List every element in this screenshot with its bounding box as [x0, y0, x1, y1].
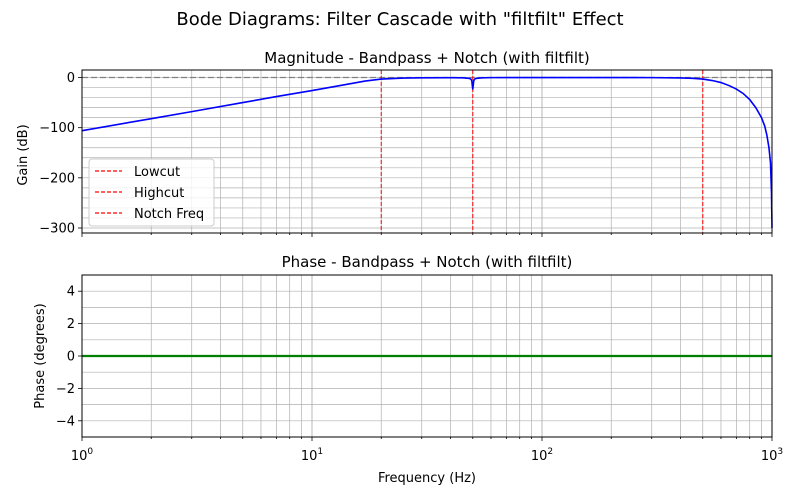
phase-x-ticks: 100 101 102 103	[71, 437, 783, 464]
magnitude-legend: Lowcut Highcut Notch Freq	[88, 158, 215, 227]
phase-panel: Phase - Bandpass + Notch (with filtfilt)…	[33, 253, 783, 486]
x-tick-label: 102	[531, 447, 553, 464]
legend-box	[88, 158, 215, 227]
y-tick-label: −4	[56, 414, 75, 429]
figure-title: Bode Diagrams: Filter Cascade with "filt…	[176, 9, 623, 30]
magnitude-y-ticks: 0 −100 −200 −300	[39, 71, 82, 236]
phase-y-ticks: 4 2 0 −2 −4	[56, 285, 82, 429]
y-tick-label: −100	[39, 121, 75, 136]
phase-xlabel: Frequency (Hz)	[378, 471, 476, 486]
x-tick-label: 100	[71, 447, 94, 464]
legend-label-notch: Notch Freq	[134, 207, 204, 222]
magnitude-axes-frame	[81, 69, 773, 234]
legend-label-lowcut: Lowcut	[134, 165, 180, 180]
phase-axes-frame	[81, 274, 773, 438]
y-tick-label: −300	[39, 221, 75, 236]
magnitude-panel: Magnitude - Bandpass + Notch (with filtf…	[16, 49, 773, 237]
y-tick-label: 0	[67, 350, 75, 365]
magnitude-ylabel: Gain (dB)	[16, 124, 31, 185]
phase-title: Phase - Bandpass + Notch (with filtfilt)	[282, 253, 573, 271]
x-tick-label: 101	[301, 447, 323, 464]
y-tick-label: 0	[67, 71, 75, 86]
magnitude-title: Magnitude - Bandpass + Notch (with filtf…	[264, 49, 589, 67]
phase-ylabel: Phase (degrees)	[33, 303, 48, 408]
magnitude-curve	[81, 76, 773, 228]
y-tick-label: −200	[39, 171, 75, 186]
y-tick-label: 4	[67, 285, 75, 300]
y-tick-label: 2	[67, 317, 75, 332]
magnitude-plot-area	[81, 70, 773, 233]
x-tick-label: 103	[761, 447, 783, 464]
y-tick-label: −2	[56, 382, 75, 397]
legend-label-highcut: Highcut	[134, 186, 184, 201]
